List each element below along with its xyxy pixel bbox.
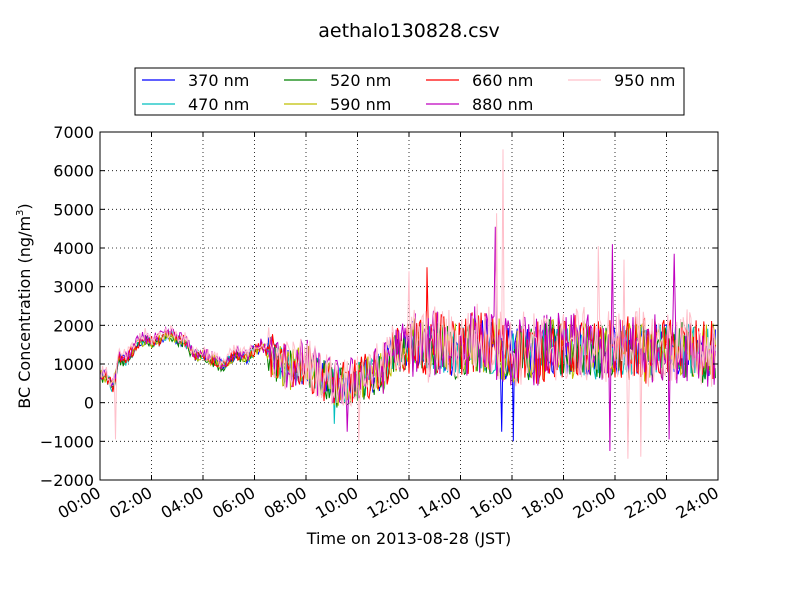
y-tick-label: 2000 [53, 316, 94, 335]
x-tick-label: 14:00 [415, 483, 464, 523]
y-axis-label: BC Concentration (ng/m3) [15, 203, 34, 408]
series-line-590-nm [100, 315, 716, 406]
x-tick-label: 08:00 [261, 483, 310, 523]
series-line-470-nm [100, 321, 716, 424]
x-axis-label: Time on 2013-08-28 (JST) [306, 529, 511, 548]
x-tick-label: 10:00 [312, 483, 361, 523]
legend-label: 370 nm [188, 71, 249, 90]
y-tick-label: 6000 [53, 162, 94, 181]
y-tick-label: 7000 [53, 123, 94, 142]
y-tick-label: −2000 [40, 471, 94, 490]
plot-area [99, 131, 719, 481]
ticks [99, 131, 719, 481]
x-tick-label: 16:00 [467, 483, 516, 523]
legend: 370 nm 470 nm 520 nm 590 nm 660 nm 880 nm 950 … [134, 67, 685, 116]
y-tick-labels: −2000 −1000 0 1000 2000 3000 4000 5000 6000 7000 [40, 123, 94, 490]
y-tick-label: 4000 [53, 239, 94, 258]
y-tick-label: 5000 [53, 200, 94, 219]
y-tick-label: 0 [84, 394, 94, 413]
series-line-880-nm [100, 226, 716, 452]
legend-label: 590 nm [330, 95, 391, 114]
x-tick-label: 24:00 [673, 483, 722, 523]
legend-label: 950 nm [614, 71, 675, 90]
x-tick-label: 06:00 [209, 483, 258, 523]
x-tick-label: 12:00 [364, 483, 413, 523]
x-tick-label: 02:00 [106, 483, 155, 523]
x-tick-label: 20:00 [570, 483, 619, 523]
y-axis-label-main: BC Concentration (ng/m [15, 216, 34, 409]
x-tick-labels: 00:00 02:00 04:00 06:00 08:00 10:00 12:00 14:00… [55, 483, 722, 523]
x-tick-label: 22:00 [621, 483, 670, 523]
y-axis-label-close: ) [15, 203, 34, 209]
legend-label: 660 nm [472, 71, 533, 90]
legend-frame [134, 67, 685, 116]
y-tick-label: 3000 [53, 278, 94, 297]
legend-label: 470 nm [188, 95, 249, 114]
series-line-950-nm [100, 149, 716, 459]
x-tick-label: 04:00 [158, 483, 207, 523]
legend-label: 520 nm [330, 71, 391, 90]
x-tick-label: 18:00 [518, 483, 567, 523]
chart-title: aethalo130828.csv [318, 20, 500, 42]
y-tick-label: 1000 [53, 355, 94, 374]
legend-label: 880 nm [472, 95, 533, 114]
series-layer [100, 149, 716, 459]
y-tick-label: −1000 [40, 432, 94, 451]
y-axis-label-sup: 3 [15, 210, 26, 216]
